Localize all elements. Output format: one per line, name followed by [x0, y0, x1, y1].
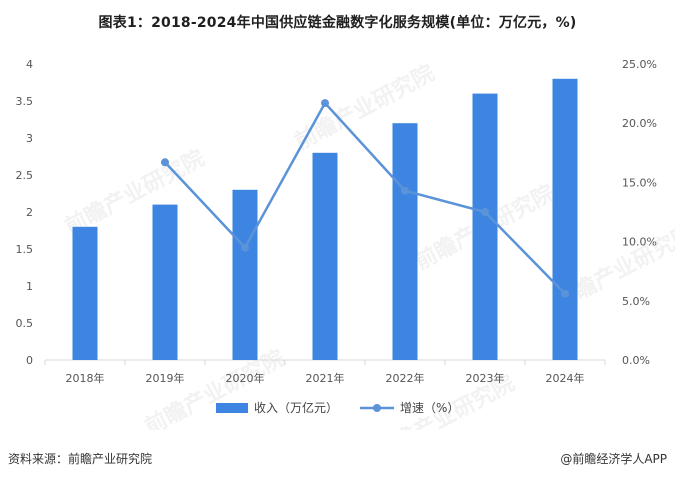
x-tick-label: 2022年: [386, 371, 425, 385]
legend-bar-label: 收入（万亿元）: [254, 400, 338, 415]
left-tick-label: 4: [26, 58, 33, 71]
left-tick-label: 1.5: [16, 243, 34, 256]
legend-bar-swatch: [216, 403, 248, 413]
legend-line-label: 增速（%）: [400, 401, 459, 415]
line-point: [401, 186, 409, 195]
line-point: [161, 158, 169, 167]
line-point: [241, 243, 249, 252]
chart-title: 图表1：2018-2024年中国供应链金融数字化服务规模(单位：万亿元，%): [98, 15, 577, 31]
left-tick-label: 0.5: [16, 317, 34, 330]
x-tick-label: 2024年: [546, 371, 585, 385]
bar: [152, 204, 178, 360]
source-note: 资料来源：前瞻产业研究院: [8, 452, 153, 466]
legend-line-marker: [373, 404, 381, 412]
left-tick-label: 3: [26, 132, 33, 145]
x-tick-label: 2020年: [226, 371, 265, 385]
left-tick-label: 0: [26, 354, 33, 367]
chart-area: 前瞻产业研究院前瞻产业研究院前瞻产业研究院前瞻产业研究院前瞻产业研究院前瞻产业研…: [0, 40, 675, 465]
right-tick-label: 10.0%: [622, 236, 657, 249]
watermark-text: 前瞻产业研究院: [61, 145, 209, 240]
growth-line: [164, 101, 566, 295]
bar-series: [72, 78, 578, 361]
right-tick-label: 15.0%: [622, 176, 657, 189]
right-tick-label: 5.0%: [622, 295, 650, 308]
line-point: [321, 99, 329, 108]
x-tick-label: 2018年: [66, 371, 105, 385]
brand-note: @前瞻经济学人APP: [560, 452, 667, 466]
right-tick-label: 20.0%: [622, 117, 657, 130]
x-tick-label: 2023年: [466, 371, 505, 385]
left-tick-label: 2: [26, 206, 33, 219]
right-tick-label: 0.0%: [622, 354, 650, 367]
bar: [392, 123, 418, 360]
left-tick-label: 2.5: [16, 169, 34, 182]
bar: [72, 226, 98, 360]
combo-chart: 前瞻产业研究院前瞻产业研究院前瞻产业研究院前瞻产业研究院前瞻产业研究院前瞻产业研…: [16, 58, 675, 465]
left-tick-label: 1: [26, 280, 33, 293]
right-tick-label: 25.0%: [622, 58, 657, 71]
legend: 收入（万亿元） 增速（%）: [216, 400, 459, 415]
left-tick-label: 3.5: [16, 95, 34, 108]
x-tick-label: 2019年: [146, 371, 185, 385]
axes: 0 0.5 1 1.5 2 2.5 3 3.5 4 0.0% 5.0% 10.0% 15.0% 20.0%…: [16, 58, 657, 385]
line-point: [561, 289, 569, 298]
bar: [552, 78, 578, 361]
bar: [312, 152, 338, 360]
line-point: [481, 208, 489, 216]
x-tick-label: 2021年: [306, 371, 345, 385]
line-series: [161, 99, 569, 298]
bar: [472, 93, 498, 360]
bar: [232, 189, 258, 360]
